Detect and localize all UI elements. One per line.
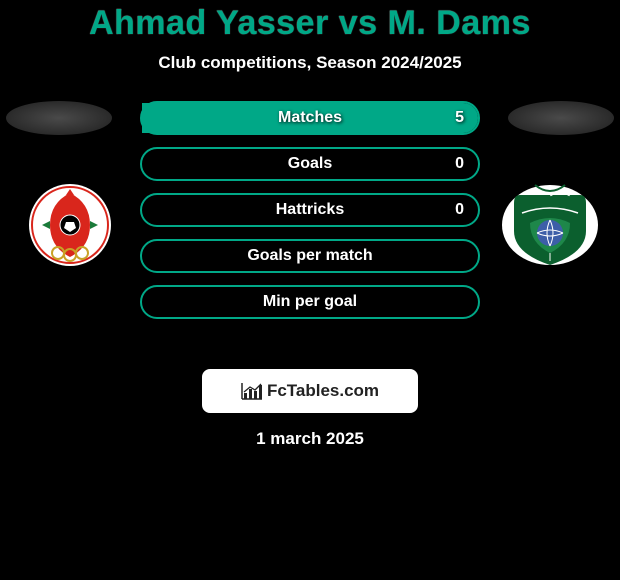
subtitle: Club competitions, Season 2024/2025 [0,53,620,73]
vs-text: vs [339,4,378,42]
page-title: Ahmad Yasser vs M. Dams [0,0,620,43]
stat-label: Goals per match [247,247,372,265]
stat-row: Goals per match [140,239,480,273]
stat-row: Hattricks 0 [140,193,480,227]
stat-label: Goals [288,155,332,173]
player2-avatar [508,101,614,135]
stats-column: Matches 5 Goals 0 Hattricks 0 Goals per match M… [140,101,480,331]
stat-row: Goals 0 [140,147,480,181]
club-crest-left [20,183,120,267]
stat-label: Hattricks [276,201,344,219]
chart-icon [241,382,263,400]
player2-name: M. Dams [388,4,531,42]
stat-value-right: 0 [455,149,464,179]
stat-row: Min per goal [140,285,480,319]
brand-logo[interactable]: FcTables.com [202,369,418,413]
comparison-stage: Matches 5 Goals 0 Hattricks 0 Goals per match M… [0,101,620,361]
brand-suffix: Tables.com [287,381,379,400]
stat-row: Matches 5 [140,101,480,135]
player1-avatar [6,101,112,135]
stat-value-right: 5 [455,103,464,133]
brand-prefix: Fc [267,381,287,400]
stat-label: Min per goal [263,293,357,311]
club-crest-right [500,183,600,267]
date-text: 1 march 2025 [0,429,620,449]
stat-label: Matches [278,109,342,127]
stat-value-right: 0 [455,195,464,225]
player1-name: Ahmad Yasser [89,4,329,42]
